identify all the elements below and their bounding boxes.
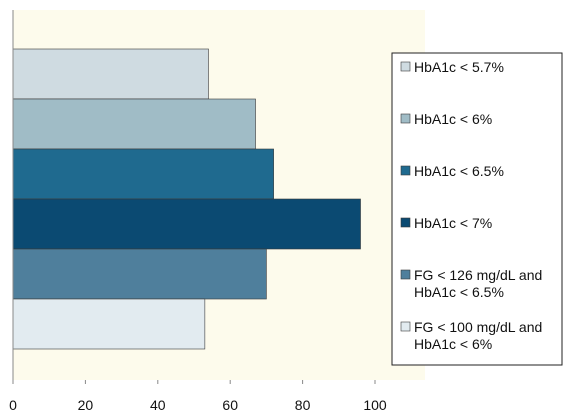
bar-4 [12, 198, 361, 250]
legend-swatch-4 [400, 217, 411, 228]
x-axis-ticks: 0 20 40 60 80 100 [9, 380, 387, 413]
legend-label-5-line-2: HbA1c < 6.5% [414, 284, 504, 300]
x-tick-label-4: 80 [295, 397, 311, 413]
legend-swatch-5 [400, 269, 411, 280]
legend-box [391, 52, 563, 366]
x-tick-label-3: 60 [222, 397, 238, 413]
legend-label-1: HbA1c < 5.7% [414, 59, 504, 75]
x-tick-label-1: 20 [78, 397, 94, 413]
bar-6 [12, 298, 206, 350]
legend-label-4: HbA1c < 7% [414, 215, 492, 231]
legend-swatch-6 [400, 321, 411, 332]
x-tick-label-5: 100 [363, 397, 387, 413]
x-tick-label-2: 40 [150, 397, 166, 413]
legend-label-5-line-1: FG < 126 mg/dL and [414, 267, 542, 283]
x-tick-label-0: 0 [9, 397, 17, 413]
bar-2 [12, 98, 256, 150]
bars-group [12, 48, 361, 350]
bar-1 [12, 48, 209, 100]
bar-5 [12, 248, 267, 300]
legend: HbA1c < 5.7% HbA1c < 6% HbA1c < 6.5% HbA1c … [391, 52, 563, 366]
legend-swatch-3 [400, 165, 411, 176]
legend-swatch-2 [400, 113, 411, 124]
bar-3 [12, 148, 274, 200]
legend-label-3: HbA1c < 6.5% [414, 163, 504, 179]
legend-label-6-line-2: HbA1c < 6% [414, 336, 492, 352]
legend-swatch-1 [400, 61, 411, 72]
legend-label-2: HbA1c < 6% [414, 111, 492, 127]
legend-label-6-line-1: FG < 100 mg/dL and [414, 319, 542, 335]
